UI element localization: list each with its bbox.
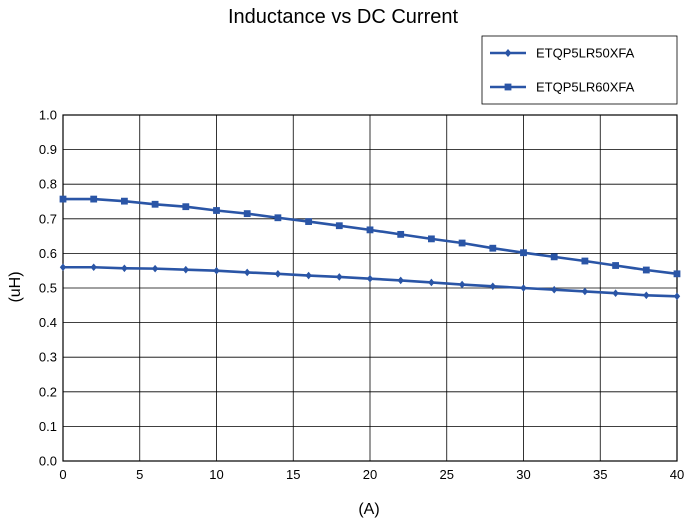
x-tick-label: 35 bbox=[593, 467, 607, 482]
series-ETQP5LR50XFA bbox=[59, 263, 681, 301]
legend-label: ETQP5LR50XFA bbox=[536, 46, 635, 61]
x-axis-title: (A) bbox=[358, 501, 379, 518]
data-point bbox=[90, 195, 98, 203]
x-tick-label: 0 bbox=[59, 467, 66, 482]
y-tick-label: 0.1 bbox=[39, 419, 57, 434]
data-point bbox=[458, 280, 466, 289]
y-tick-label: 0.5 bbox=[39, 281, 57, 296]
data-point bbox=[244, 268, 251, 277]
legend-label: ETQP5LR60XFA bbox=[536, 80, 635, 95]
data-point bbox=[366, 226, 374, 234]
data-point bbox=[274, 270, 282, 278]
legend-square-marker bbox=[504, 83, 512, 91]
data-point bbox=[550, 253, 558, 261]
y-tick-label: 0.0 bbox=[39, 454, 57, 469]
plot-border bbox=[62, 114, 678, 462]
x-tick-label: 10 bbox=[209, 467, 223, 482]
data-point bbox=[59, 263, 67, 272]
data-point bbox=[305, 271, 312, 280]
data-point bbox=[243, 210, 251, 218]
data-point bbox=[397, 276, 404, 285]
x-tick-label: 5 bbox=[136, 467, 143, 482]
chart-title: Inductance vs DC Current bbox=[227, 6, 459, 28]
data-point bbox=[182, 265, 189, 274]
x-tick-label: 15 bbox=[286, 467, 300, 482]
data-point bbox=[612, 262, 619, 269]
data-point bbox=[151, 264, 159, 273]
data-point bbox=[489, 282, 496, 291]
y-axis: 0.0 0.1 0.2 0.3 0.4 0.5 0.6 0.7 0.8 0.9 1.0 bbox=[39, 108, 57, 469]
y-tick-label: 0.7 bbox=[39, 211, 57, 226]
x-tick-label: 30 bbox=[516, 467, 530, 482]
series-ETQP5LR60XFA bbox=[59, 195, 681, 278]
x-tick-label: 20 bbox=[363, 467, 377, 482]
y-tick-label: 1.0 bbox=[39, 108, 57, 123]
data-point bbox=[643, 291, 650, 300]
data-point bbox=[642, 266, 650, 274]
data-point bbox=[673, 292, 681, 301]
data-point bbox=[489, 244, 497, 252]
data-point bbox=[121, 264, 128, 273]
data-point bbox=[428, 278, 435, 287]
legend: ETQP5LR50XFA ETQP5LR60XFA bbox=[481, 35, 678, 105]
x-tick-label: 40 bbox=[670, 467, 684, 482]
y-axis-title: (uH) bbox=[7, 271, 24, 302]
data-point bbox=[581, 287, 589, 296]
data-point bbox=[121, 197, 128, 205]
data-point bbox=[551, 285, 558, 294]
y-tick-label: 0.2 bbox=[39, 384, 57, 399]
data-point bbox=[305, 218, 312, 225]
data-point bbox=[151, 200, 159, 208]
data-point bbox=[428, 235, 435, 243]
legend-box bbox=[481, 35, 678, 105]
data-point bbox=[213, 207, 220, 214]
y-tick-label: 0.3 bbox=[39, 350, 57, 365]
x-axis: 0 5 10 15 20 25 30 35 40 bbox=[59, 467, 684, 482]
data-point bbox=[581, 257, 589, 265]
legend-diamond-marker bbox=[504, 49, 512, 57]
y-tick-label: 0.4 bbox=[39, 315, 57, 330]
data-point bbox=[520, 249, 527, 257]
series bbox=[59, 195, 681, 301]
data-point bbox=[59, 195, 67, 203]
y-tick-label: 0.6 bbox=[39, 246, 57, 261]
data-point bbox=[336, 273, 343, 281]
y-tick-label: 0.9 bbox=[39, 142, 57, 157]
data-point bbox=[213, 266, 220, 275]
data-point bbox=[612, 289, 619, 297]
x-tick-label: 25 bbox=[440, 467, 454, 482]
data-point bbox=[90, 263, 97, 272]
data-point bbox=[366, 274, 374, 283]
plot-frame bbox=[62, 114, 678, 462]
data-point bbox=[335, 222, 343, 230]
data-point bbox=[520, 284, 527, 292]
data-point bbox=[182, 203, 190, 211]
data-point bbox=[397, 230, 405, 238]
data-point bbox=[673, 270, 681, 278]
data-point bbox=[274, 214, 282, 222]
y-tick-label: 0.8 bbox=[39, 177, 57, 192]
data-point bbox=[458, 239, 466, 247]
